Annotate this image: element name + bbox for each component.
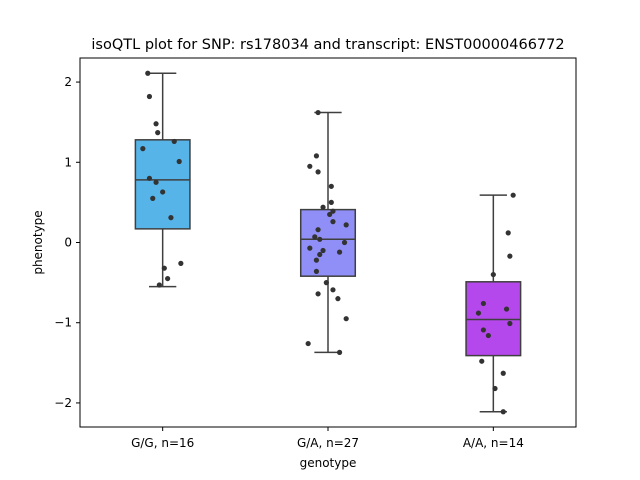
- data-point: [307, 163, 313, 169]
- data-point: [490, 271, 496, 278]
- data-point: [305, 340, 311, 347]
- data-point: [507, 253, 513, 259]
- data-point: [323, 280, 329, 286]
- data-point: [336, 249, 343, 255]
- data-point: [171, 138, 177, 145]
- y-tick-label: −1: [54, 316, 72, 330]
- data-point: [317, 251, 323, 258]
- data-point: [161, 265, 167, 271]
- data-point: [145, 70, 151, 76]
- y-axis-label: phenotype: [31, 210, 45, 274]
- data-point: [168, 215, 174, 221]
- data-point: [146, 175, 153, 181]
- data-point: [500, 370, 506, 376]
- data-point: [315, 291, 321, 297]
- x-tick-label: G/G, n=16: [131, 436, 194, 450]
- x-tick-label: G/A, n=27: [297, 436, 359, 450]
- box-group-2: [465, 194, 522, 413]
- data-point: [330, 208, 336, 214]
- data-point: [492, 385, 498, 392]
- data-point: [313, 268, 320, 274]
- data-point: [328, 183, 334, 189]
- data-point: [315, 109, 321, 116]
- data-point: [153, 121, 159, 127]
- data-point: [140, 146, 146, 152]
- data-point: [327, 211, 333, 218]
- x-axis-ticks: G/G, n=16 G/A, n=27 A/A, n=14: [131, 427, 524, 450]
- data-point: [307, 245, 313, 251]
- data-point: [485, 332, 491, 339]
- data-point: [335, 296, 341, 302]
- y-tick-label: 1: [64, 155, 72, 169]
- data-point: [479, 358, 485, 364]
- y-tick-label: −2: [54, 396, 72, 410]
- box: [465, 281, 522, 357]
- data-point: [156, 282, 162, 288]
- data-point: [150, 195, 156, 201]
- data-point: [507, 320, 513, 327]
- points-group-1: [305, 109, 349, 355]
- data-point: [330, 287, 336, 293]
- plot-area: [134, 70, 522, 415]
- data-point: [320, 204, 326, 210]
- data-point: [155, 130, 161, 136]
- data-point: [317, 236, 323, 242]
- data-point: [480, 327, 487, 333]
- data-point: [500, 409, 506, 415]
- data-point: [510, 192, 516, 198]
- data-point: [315, 227, 321, 233]
- points-group-0: [140, 70, 184, 288]
- data-point: [320, 247, 326, 254]
- data-point: [503, 306, 510, 312]
- points-group-2: [475, 192, 516, 415]
- data-point: [343, 316, 349, 322]
- y-tick-label: 0: [64, 236, 72, 250]
- data-point: [160, 189, 166, 195]
- data-point: [315, 169, 321, 175]
- data-point: [176, 158, 182, 165]
- data-point: [313, 257, 320, 263]
- data-point: [313, 153, 320, 159]
- data-point: [336, 349, 343, 355]
- box: [134, 139, 191, 230]
- data-point: [312, 234, 318, 240]
- data-point: [475, 310, 482, 316]
- data-point: [480, 300, 487, 307]
- data-point: [153, 179, 159, 185]
- data-point: [505, 230, 511, 236]
- data-point: [330, 219, 336, 225]
- box-group-0: [134, 72, 191, 288]
- data-point: [165, 275, 171, 282]
- data-point: [341, 239, 348, 246]
- data-point: [146, 93, 153, 100]
- data-point: [178, 260, 184, 266]
- x-axis-label: genotype: [300, 456, 357, 470]
- x-tick-label: A/A, n=14: [463, 436, 524, 450]
- y-axis-ticks: −2 −1 0 1 2: [54, 75, 80, 410]
- data-point: [328, 199, 334, 205]
- chart-title: isoQTL plot for SNP: rs178034 and transc…: [91, 37, 564, 53]
- data-point: [343, 222, 349, 228]
- y-tick-label: 2: [64, 75, 72, 89]
